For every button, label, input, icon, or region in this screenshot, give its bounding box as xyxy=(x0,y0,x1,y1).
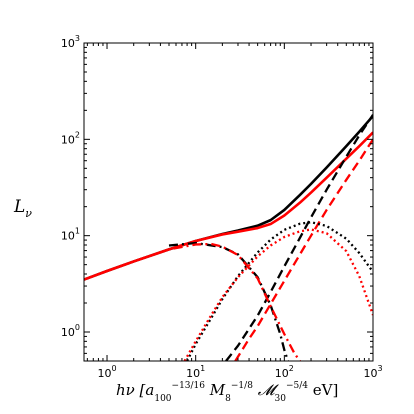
series-line-2 xyxy=(84,131,373,281)
y-axis-label: Lν xyxy=(13,197,32,220)
y-tick-label: 103 xyxy=(61,34,80,50)
x-tick-label: 101 xyxy=(186,364,205,380)
series-layer xyxy=(84,114,373,361)
series-line-8 xyxy=(84,242,301,361)
y-tick-label: 101 xyxy=(61,227,80,243)
x-tick-label: 103 xyxy=(363,364,382,380)
y-tick-label: 100 xyxy=(61,323,80,339)
series-line-6 xyxy=(183,228,373,361)
series-line-5 xyxy=(186,221,373,361)
x-tick-label: 102 xyxy=(275,364,294,380)
tick-layer: 100 101 102 103 100 101 102 103 xyxy=(61,34,383,380)
series-line-4 xyxy=(234,138,373,361)
y-tick-label: 102 xyxy=(61,130,80,146)
plot-frame xyxy=(83,42,374,362)
x-axis-label: hν [a100−13/16 M8−1/8 𝓜30−5/4 eV] xyxy=(116,381,338,404)
series-line-1 xyxy=(84,115,373,281)
series-line-3 xyxy=(225,114,373,361)
series-line-7 xyxy=(168,241,290,361)
x-tick-label: 100 xyxy=(97,364,116,380)
